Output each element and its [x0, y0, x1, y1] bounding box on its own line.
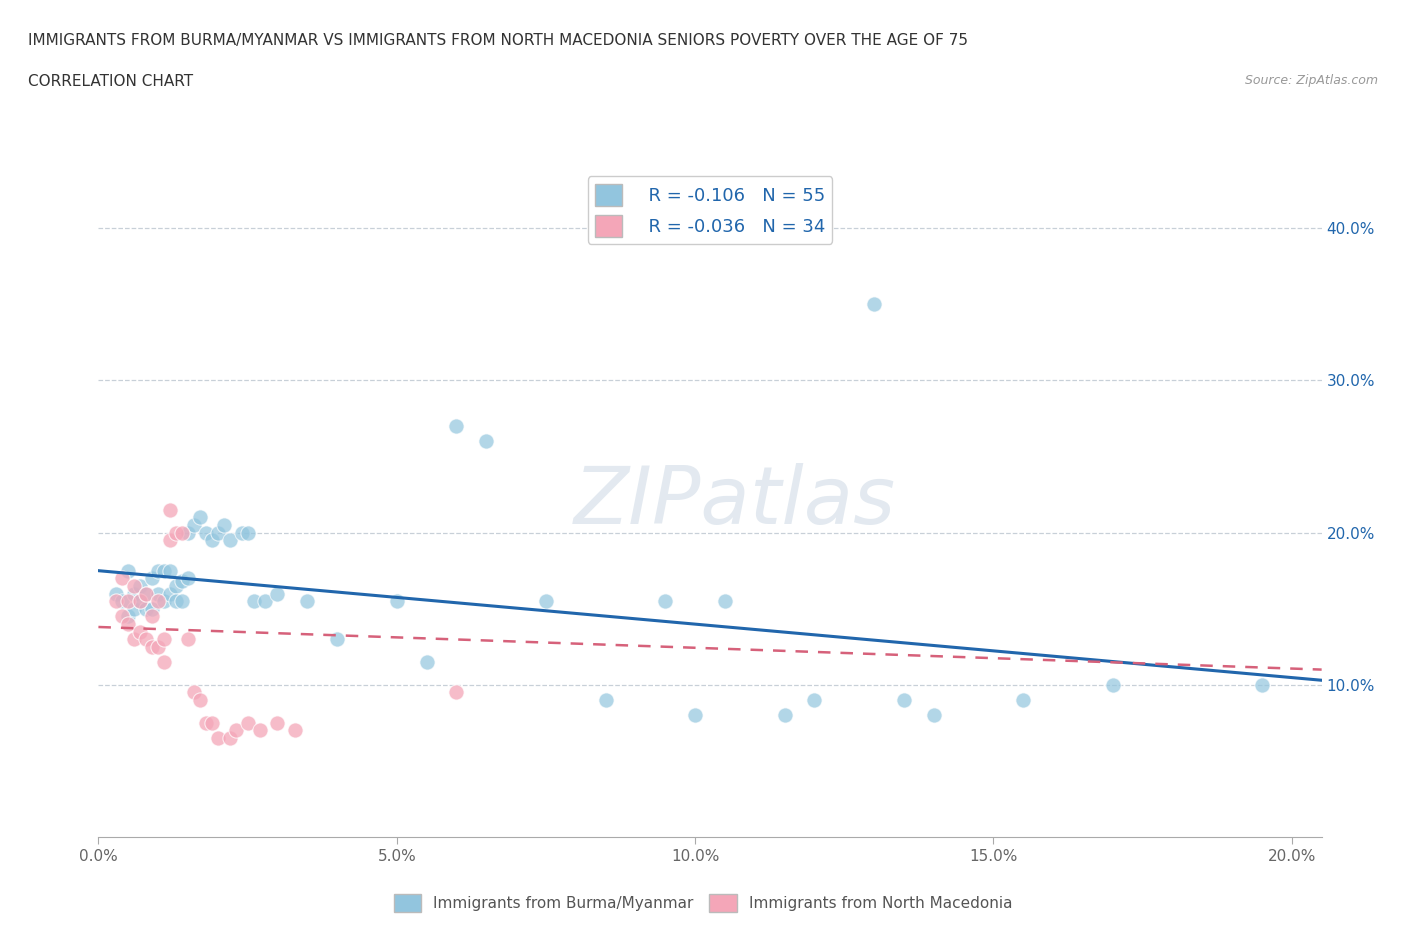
Point	[129, 593, 152, 608]
Point	[141, 602, 163, 617]
Point	[135, 586, 157, 601]
Point	[129, 624, 152, 639]
Point	[893, 693, 915, 708]
Point	[159, 502, 181, 517]
Legend:   R = -0.106   N = 55,   R = -0.036   N = 34: R = -0.106 N = 55, R = -0.036 N = 34	[588, 177, 832, 244]
Point	[170, 574, 193, 589]
Point	[141, 639, 163, 654]
Point	[111, 593, 134, 608]
Point	[165, 578, 187, 593]
Point	[141, 609, 163, 624]
Point	[117, 593, 139, 608]
Point	[122, 631, 145, 646]
Point	[218, 731, 240, 746]
Point	[122, 578, 145, 593]
Point	[236, 525, 259, 540]
Point	[863, 297, 886, 312]
Point	[236, 715, 259, 730]
Point	[170, 593, 193, 608]
Point	[1251, 677, 1274, 692]
Text: Source: ZipAtlas.com: Source: ZipAtlas.com	[1244, 74, 1378, 87]
Text: CORRELATION CHART: CORRELATION CHART	[28, 74, 193, 89]
Point	[218, 533, 240, 548]
Point	[111, 609, 134, 624]
Point	[105, 593, 128, 608]
Point	[135, 602, 157, 617]
Point	[153, 593, 176, 608]
Point	[415, 655, 437, 670]
Point	[177, 631, 200, 646]
Point	[194, 715, 217, 730]
Point	[165, 593, 187, 608]
Point	[153, 564, 176, 578]
Point	[266, 586, 288, 601]
Text: IMMIGRANTS FROM BURMA/MYANMAR VS IMMIGRANTS FROM NORTH MACEDONIA SENIORS POVERTY: IMMIGRANTS FROM BURMA/MYANMAR VS IMMIGRA…	[28, 33, 969, 47]
Point	[1101, 677, 1123, 692]
Point	[117, 617, 139, 631]
Point	[170, 525, 193, 540]
Point	[201, 715, 224, 730]
Point	[242, 593, 264, 608]
Point	[194, 525, 217, 540]
Point	[922, 708, 945, 723]
Point	[177, 571, 200, 586]
Point	[595, 693, 617, 708]
Point	[135, 631, 157, 646]
Point	[207, 525, 229, 540]
Point	[773, 708, 796, 723]
Point	[141, 571, 163, 586]
Point	[231, 525, 253, 540]
Point	[183, 685, 205, 700]
Point	[446, 418, 468, 433]
Point	[153, 631, 176, 646]
Point	[146, 593, 169, 608]
Point	[153, 655, 176, 670]
Point	[225, 723, 247, 737]
Point	[135, 586, 157, 601]
Point	[146, 586, 169, 601]
Point	[266, 715, 288, 730]
Point	[188, 693, 211, 708]
Point	[683, 708, 706, 723]
Legend: Immigrants from Burma/Myanmar, Immigrants from North Macedonia: Immigrants from Burma/Myanmar, Immigrant…	[388, 888, 1018, 918]
Point	[117, 564, 139, 578]
Point	[146, 564, 169, 578]
Point	[534, 593, 557, 608]
Point	[183, 518, 205, 533]
Point	[122, 602, 145, 617]
Point	[803, 693, 825, 708]
Point	[297, 593, 319, 608]
Point	[129, 593, 152, 608]
Point	[475, 434, 498, 449]
Point	[111, 571, 134, 586]
Point	[159, 586, 181, 601]
Point	[165, 525, 187, 540]
Point	[284, 723, 307, 737]
Point	[385, 593, 408, 608]
Point	[129, 578, 152, 593]
Point	[207, 731, 229, 746]
Point	[159, 533, 181, 548]
Point	[146, 639, 169, 654]
Point	[446, 685, 468, 700]
Point	[117, 609, 139, 624]
Text: ZIPatlas: ZIPatlas	[574, 463, 896, 541]
Point	[714, 593, 737, 608]
Point	[654, 593, 676, 608]
Point	[188, 510, 211, 525]
Point	[254, 593, 277, 608]
Point	[159, 564, 181, 578]
Point	[326, 631, 349, 646]
Point	[122, 586, 145, 601]
Point	[249, 723, 271, 737]
Point	[201, 533, 224, 548]
Point	[212, 518, 235, 533]
Point	[105, 586, 128, 601]
Point	[1012, 693, 1035, 708]
Point	[177, 525, 200, 540]
